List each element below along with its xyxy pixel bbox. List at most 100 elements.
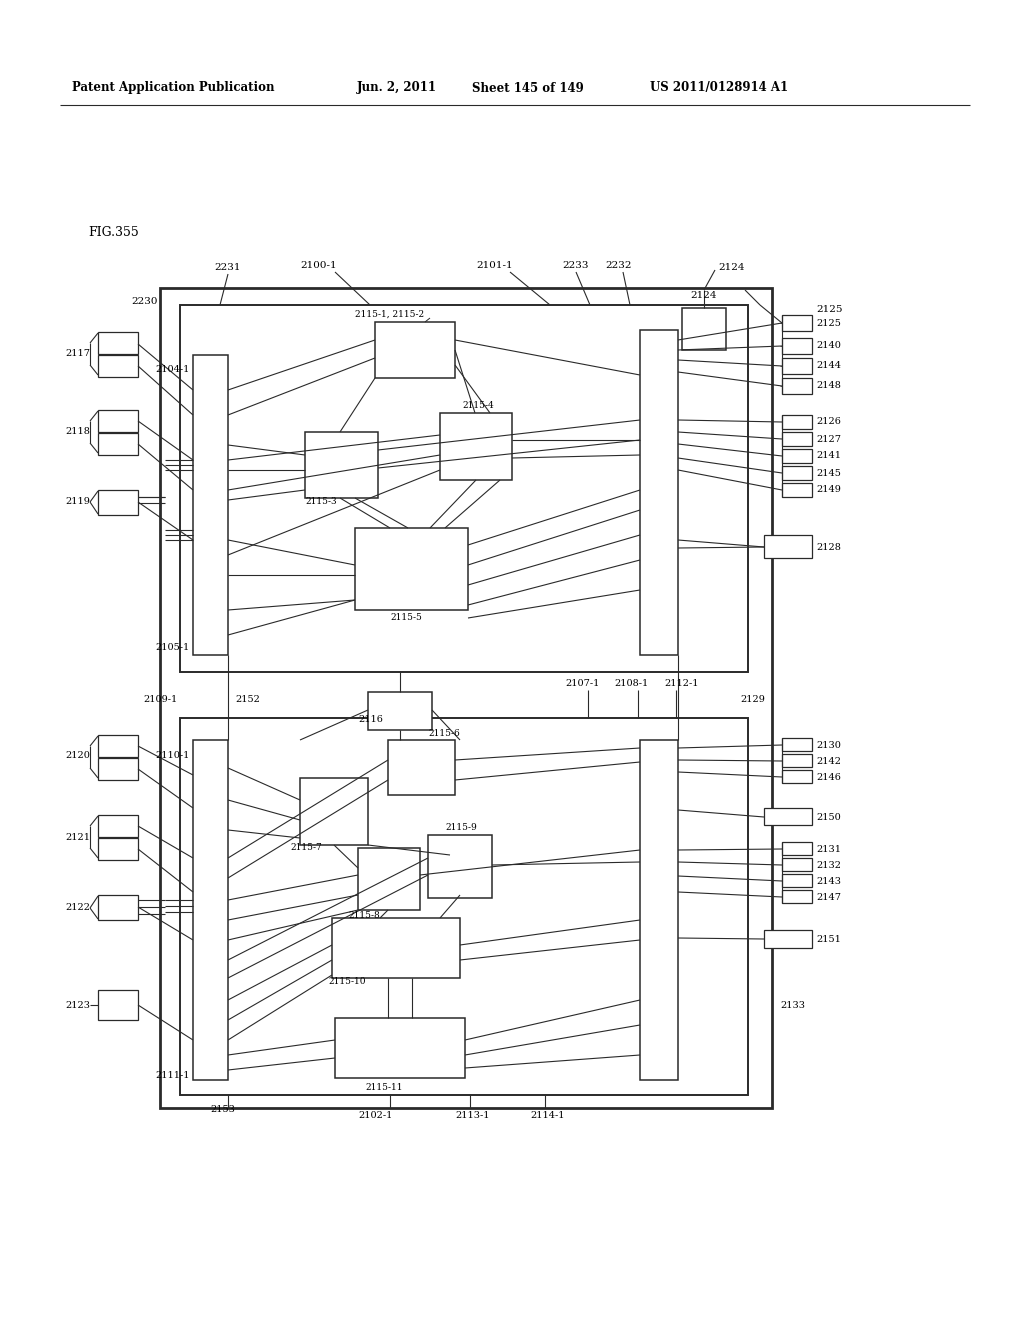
Bar (98, 990, 138, 1020)
Bar (782, 378, 812, 393)
Text: 2131: 2131 (816, 845, 841, 854)
Bar (98, 838, 138, 861)
Bar (682, 308, 726, 350)
Text: 2140: 2140 (816, 342, 841, 351)
Bar (98, 333, 138, 354)
Bar (764, 808, 812, 825)
Text: 2123: 2123 (65, 1001, 90, 1010)
Bar (305, 432, 378, 498)
Text: 2112-1: 2112-1 (664, 680, 698, 689)
Text: 2115-5: 2115-5 (390, 614, 422, 623)
Text: 2153: 2153 (210, 1106, 234, 1114)
Text: 2115-9: 2115-9 (445, 824, 477, 833)
Bar (764, 931, 812, 948)
Text: 2232: 2232 (605, 260, 632, 269)
Text: 2107-1: 2107-1 (565, 680, 599, 689)
Text: Patent Application Publication: Patent Application Publication (72, 82, 274, 95)
Text: 2115-11: 2115-11 (365, 1084, 402, 1093)
Text: 2108-1: 2108-1 (614, 680, 648, 689)
Bar (368, 692, 432, 730)
Bar (160, 288, 772, 1107)
Bar (375, 322, 455, 378)
Bar (98, 490, 138, 515)
Text: 2121: 2121 (65, 833, 90, 842)
Text: 2101-1: 2101-1 (476, 260, 513, 269)
Text: 2124: 2124 (718, 264, 744, 272)
Text: 2141: 2141 (816, 451, 841, 461)
Text: 2126: 2126 (816, 417, 841, 426)
Text: 2119: 2119 (66, 498, 90, 507)
Text: 2114-1: 2114-1 (530, 1110, 564, 1119)
Text: 2122: 2122 (65, 903, 90, 912)
Text: 2110-1: 2110-1 (155, 751, 189, 759)
Bar (98, 758, 138, 780)
Text: 2133: 2133 (780, 1001, 805, 1010)
Bar (782, 874, 812, 887)
Text: 2142: 2142 (816, 756, 841, 766)
Text: 2125: 2125 (816, 305, 843, 314)
Bar (782, 358, 812, 374)
Text: 2117: 2117 (65, 350, 90, 359)
Text: 2150: 2150 (816, 813, 841, 821)
Text: 2115-3: 2115-3 (305, 498, 337, 507)
Text: 2151: 2151 (816, 935, 841, 944)
Bar (782, 754, 812, 767)
Text: 2120: 2120 (66, 751, 90, 760)
Text: Sheet 145 of 149: Sheet 145 of 149 (472, 82, 584, 95)
Bar (335, 1018, 465, 1078)
Bar (782, 858, 812, 871)
Bar (355, 528, 468, 610)
Text: 2115-7: 2115-7 (290, 843, 322, 853)
Text: 2104-1: 2104-1 (155, 366, 189, 375)
Bar (428, 836, 492, 898)
Bar (180, 718, 748, 1096)
Bar (98, 895, 138, 920)
Text: 2231: 2231 (214, 264, 241, 272)
Bar (764, 535, 812, 558)
Text: 2132: 2132 (816, 861, 841, 870)
Text: 2115-6: 2115-6 (428, 729, 460, 738)
Text: 2115-1, 2115-2: 2115-1, 2115-2 (355, 309, 424, 318)
Text: 2125: 2125 (816, 318, 841, 327)
Text: 2124: 2124 (690, 292, 717, 301)
Text: 2102-1: 2102-1 (358, 1110, 392, 1119)
Bar (358, 847, 420, 909)
Bar (782, 842, 812, 855)
Bar (782, 338, 812, 354)
Text: FIG.355: FIG.355 (88, 226, 138, 239)
Bar (98, 355, 138, 378)
Text: 2144: 2144 (816, 362, 841, 371)
Text: 2149: 2149 (816, 486, 841, 495)
Bar (98, 814, 138, 837)
Bar (300, 777, 368, 845)
Bar (180, 305, 748, 672)
Bar (640, 330, 678, 655)
Text: 2100-1: 2100-1 (300, 260, 337, 269)
Text: 2115-10: 2115-10 (328, 978, 366, 986)
Bar (332, 917, 460, 978)
Text: 2109-1: 2109-1 (143, 696, 177, 705)
Bar (440, 413, 512, 480)
Bar (98, 433, 138, 455)
Text: 2111-1: 2111-1 (155, 1071, 189, 1080)
Bar (98, 735, 138, 756)
Bar (640, 741, 678, 1080)
Text: 2152: 2152 (234, 696, 260, 705)
Bar (782, 414, 812, 429)
Bar (782, 432, 812, 446)
Text: 2130: 2130 (816, 741, 841, 750)
Text: 2128: 2128 (816, 543, 841, 552)
Bar (388, 741, 455, 795)
Bar (782, 466, 812, 480)
Bar (193, 355, 228, 655)
Text: US 2011/0128914 A1: US 2011/0128914 A1 (650, 82, 788, 95)
Text: 2118: 2118 (66, 428, 90, 437)
Text: 2146: 2146 (816, 772, 841, 781)
Text: 2147: 2147 (816, 892, 841, 902)
Bar (782, 315, 812, 331)
Bar (782, 449, 812, 463)
Text: 2116: 2116 (358, 715, 383, 725)
Text: 2233: 2233 (562, 260, 589, 269)
Bar (782, 738, 812, 751)
Bar (193, 741, 228, 1080)
